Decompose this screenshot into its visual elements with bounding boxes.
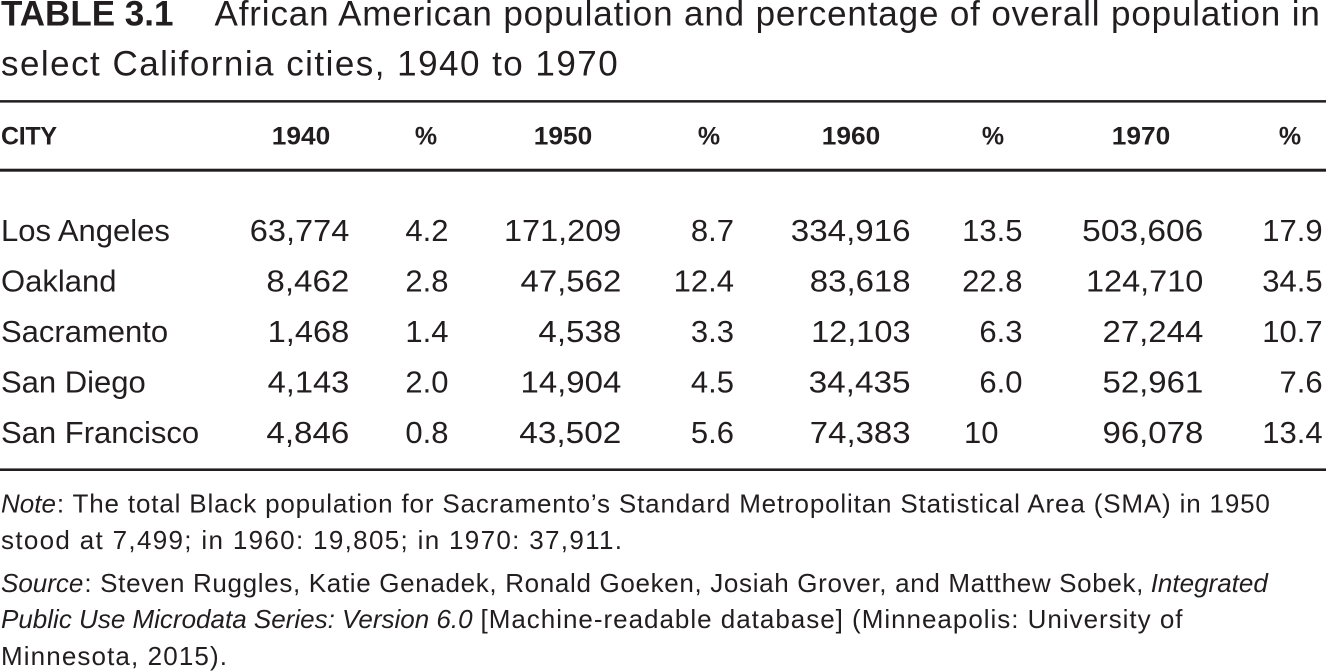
svg-text:3.3: 3.3 <box>691 314 734 349</box>
svg-text:TABLE 3.1: TABLE 3.1 <box>1 0 173 34</box>
svg-text:San Francisco: San Francisco <box>1 415 199 450</box>
svg-text:2.8: 2.8 <box>405 264 448 299</box>
svg-text:Sacramento: Sacramento <box>1 314 168 349</box>
svg-text:Integrated: Integrated <box>1151 568 1270 598</box>
svg-text:Public Use Microdata Series: V: Public Use Microdata Series: Version 6.0 <box>1 604 473 634</box>
svg-text:%: % <box>982 123 1004 151</box>
svg-text:1,468: 1,468 <box>268 314 350 349</box>
svg-text:12,103: 12,103 <box>811 314 911 349</box>
svg-text:17.9: 17.9 <box>1262 213 1322 248</box>
svg-text:4.2: 4.2 <box>405 213 448 248</box>
svg-text:Source: Source <box>1 568 83 598</box>
svg-text:4.5: 4.5 <box>691 365 734 400</box>
svg-text:San Diego: San Diego <box>1 365 146 400</box>
svg-text:74,383: 74,383 <box>810 415 911 450</box>
svg-text:4,538: 4,538 <box>538 314 621 349</box>
svg-text:13.5: 13.5 <box>962 213 1022 248</box>
svg-text:4,846: 4,846 <box>266 415 349 450</box>
svg-text:select California cities, 1940: select California cities, 1940 to 1970 <box>1 45 618 84</box>
svg-text:7.6: 7.6 <box>1279 365 1322 400</box>
svg-text:1970: 1970 <box>1112 123 1171 151</box>
svg-text:12.4: 12.4 <box>674 264 734 299</box>
svg-text:47,562: 47,562 <box>521 264 622 299</box>
svg-text:4,143: 4,143 <box>268 365 350 400</box>
svg-text:34.5: 34.5 <box>1262 264 1322 299</box>
svg-text:stood at 7,499; in 1960: 19,80: stood at 7,499; in 1960: 19,805; in 1970… <box>1 525 622 555</box>
svg-text:5.6: 5.6 <box>691 415 734 450</box>
svg-text:171,209: 171,209 <box>504 213 621 248</box>
svg-text:0.8: 0.8 <box>405 415 448 450</box>
svg-text:: The total Black population f: : The total Black population for Sacrame… <box>57 488 1270 518</box>
svg-text:Los Angeles: Los Angeles <box>1 213 170 248</box>
svg-text:34,435: 34,435 <box>809 365 911 400</box>
svg-text:27,244: 27,244 <box>1103 314 1204 349</box>
svg-text:%: % <box>1279 123 1301 151</box>
svg-text:8,462: 8,462 <box>266 264 349 299</box>
svg-text:%: % <box>698 123 720 151</box>
svg-text:334,916: 334,916 <box>791 213 911 248</box>
svg-text:124,710: 124,710 <box>1086 264 1203 299</box>
svg-text:10: 10 <box>964 415 998 450</box>
svg-text:CITY: CITY <box>1 123 57 151</box>
svg-text:96,078: 96,078 <box>1103 415 1204 450</box>
svg-text:1950: 1950 <box>534 123 593 151</box>
svg-text:: Steven Ruggles, Katie Genade: : Steven Ruggles, Katie Genadek, Ronald … <box>84 568 1143 598</box>
svg-text:43,502: 43,502 <box>519 415 621 450</box>
svg-text:[Machine-readable database] (M: [Machine-readable database] (Minneapolis… <box>481 604 1184 634</box>
svg-text:14,904: 14,904 <box>521 365 622 400</box>
svg-text:1.4: 1.4 <box>405 314 448 349</box>
svg-text:African American population an: African American population and percenta… <box>215 0 1320 34</box>
svg-text:8.7: 8.7 <box>691 213 734 248</box>
svg-text:1960: 1960 <box>822 123 881 151</box>
svg-text:Oakland: Oakland <box>1 264 116 299</box>
svg-text:2.0: 2.0 <box>405 365 448 400</box>
svg-text:Minnesota, 2015).: Minnesota, 2015). <box>1 641 227 671</box>
svg-text:52,961: 52,961 <box>1103 365 1204 400</box>
svg-text:22.8: 22.8 <box>962 264 1022 299</box>
svg-text:Note: Note <box>1 488 56 518</box>
svg-text:63,774: 63,774 <box>250 213 350 248</box>
svg-text:6.3: 6.3 <box>979 314 1022 349</box>
svg-text:503,606: 503,606 <box>1082 213 1203 248</box>
svg-text:10.7: 10.7 <box>1262 314 1322 349</box>
svg-text:%: % <box>415 123 437 151</box>
svg-text:6.0: 6.0 <box>979 365 1022 400</box>
svg-text:83,618: 83,618 <box>810 264 911 299</box>
svg-text:13.4: 13.4 <box>1262 415 1322 450</box>
svg-text:1940: 1940 <box>272 123 331 151</box>
